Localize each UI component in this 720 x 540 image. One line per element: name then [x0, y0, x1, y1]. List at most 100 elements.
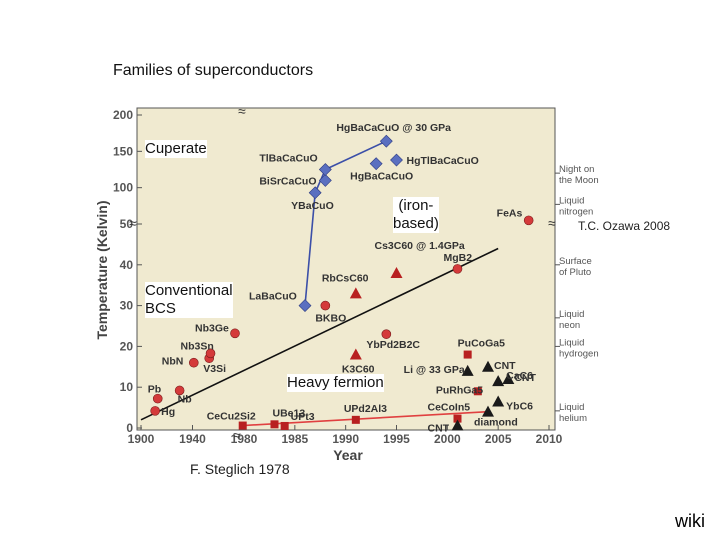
point-nb3sn [205, 348, 216, 359]
point-cac6-label: CaC6 [506, 370, 533, 382]
y-tick-label: 30 [120, 299, 134, 313]
point-cecu2si2 [238, 421, 247, 430]
annotation-heavy-fermion: Heavy fermion [287, 374, 384, 392]
reference-label: Liquid neon [559, 309, 584, 331]
x-tick-label: 1900 [128, 432, 155, 446]
point-tlbacacuo-label: TlBaCaCuO [259, 153, 317, 165]
annotation-cuprate: Cuperate [145, 140, 207, 158]
x-tick-label: 1990 [332, 432, 359, 446]
x-tick-label: 1980 [231, 432, 258, 446]
point-hgbacacuo-30-gpa-label: HgBaCaCuO @ 30 GPa [336, 122, 451, 134]
point-upt3-label: UPt3 [291, 411, 315, 423]
point-mgb2-label: MgB2 [444, 252, 473, 264]
point-cnt-label: CNT [428, 423, 450, 435]
point-cac6 [492, 375, 505, 387]
point-cnt [451, 419, 464, 431]
y-tick-label: 200 [113, 108, 133, 122]
y-tick-label: 10 [120, 380, 134, 394]
point-nb-label: Nb [178, 393, 192, 405]
point-k3c60-label: K3C60 [342, 364, 375, 376]
point-ube13 [270, 420, 279, 429]
credit-ozawa: T.C. Ozawa 2008 [578, 219, 671, 233]
reference-label: Surface of Pluto [559, 256, 592, 278]
point-feas-label: FeAs [497, 207, 523, 219]
point-cecoin5-label: CeCoIn5 [428, 402, 471, 414]
y-tick-label: 20 [120, 339, 134, 353]
point-nb3ge [230, 328, 240, 339]
point-purhga5-label: PuRhGa5 [436, 384, 483, 396]
point-li-33-gpa [461, 364, 474, 376]
slide-title: Families of superconductors [113, 62, 314, 79]
point-hg [150, 406, 160, 416]
point-hg-label: Hg [161, 406, 175, 418]
point-hgtlbacacuo-label: HgTlBaCaCuO [407, 155, 479, 167]
y-tick-label: 150 [113, 144, 133, 158]
point-nbn [188, 357, 199, 368]
point-upt3 [280, 421, 289, 430]
point-feas [523, 215, 534, 226]
reference-label: Liquid nitrogen [559, 195, 593, 217]
point-ybacuo-label: YBaCuO [291, 200, 334, 212]
point-ybacuo [308, 186, 322, 200]
point-ybpd2b2c [381, 329, 392, 339]
point-mgb2 [452, 264, 463, 274]
point-nb3ge-label: Nb3Ge [195, 322, 229, 334]
point-ube13-label: UBe13 [273, 407, 306, 419]
point-cecu2si2-label: CeCu2Si2 [207, 411, 256, 423]
point-li-33-gpa-label: Li @ 33 GPa [404, 364, 465, 376]
point-cnt [482, 360, 494, 372]
x-tick-label: 2000 [434, 432, 461, 446]
point-upd2al3 [351, 415, 360, 424]
annotation-iron-based: (iron- based) [393, 197, 439, 233]
y-tick-label: 100 [113, 181, 133, 195]
point-cs3c60-1-4gpa [390, 266, 403, 278]
point-bisrcacuo [318, 173, 332, 187]
x-tick-label: 1940 [179, 432, 206, 446]
point-purhga5 [473, 387, 482, 396]
point-bisrcacuo-label: BiSrCaCuO [259, 175, 316, 187]
point-labacuo-label: LaBaCuO [249, 291, 297, 303]
point-hgbacacuo-label: HgBaCaCuO [350, 171, 413, 183]
y-tick-label: 0 [126, 421, 133, 435]
axis-break-mark: ≈ [233, 427, 241, 443]
y-tick-label: 40 [120, 258, 134, 272]
reference-label: Liquid hydrogen [559, 337, 599, 359]
axis-break-mark: ≈ [238, 103, 246, 119]
point-bkbo-label: BKBO [315, 313, 346, 325]
point-ybc6 [492, 395, 505, 407]
y-axis-title: Temperature (Kelvin) [94, 201, 110, 340]
point-diamond-label: diamond [474, 417, 518, 429]
point-pb-label: Pb [148, 384, 161, 396]
point-cecoin5 [453, 414, 462, 423]
wiki-link[interactable]: wiki [675, 511, 705, 531]
point-hgbacacuo [369, 157, 383, 171]
point-cnt-label: CNT [494, 360, 516, 372]
point-nbn-label: NbN [162, 356, 184, 368]
y-tick-label: 50 [120, 217, 134, 231]
reference-label: Liquid helium [559, 402, 587, 424]
annotation-conventional-bcs: Conventional BCS [145, 282, 233, 318]
point-v3si-label: V3Si [203, 363, 226, 375]
axis-break-mark: ≈ [129, 215, 137, 231]
x-tick-label: 2010 [536, 432, 563, 446]
axis-break-mark: ≈ [548, 215, 556, 231]
point-pb [152, 393, 163, 404]
point-ybpd2b2c-label: YbPd2B2C [366, 339, 420, 351]
x-tick-label: 1995 [383, 432, 410, 446]
point-rbcsc60-label: RbCsC60 [322, 272, 369, 284]
point-nb [174, 385, 185, 396]
trend-line-conventional [140, 247, 499, 421]
point-rbcsc60 [349, 287, 362, 299]
point-labacuo [298, 299, 312, 313]
credit-steglich: F. Steglich 1978 [190, 461, 290, 477]
x-tick-label: 2005 [485, 432, 512, 446]
reference-label: Night on the Moon [559, 164, 599, 186]
point-nb3sn-label: Nb3Sn [181, 340, 214, 352]
point-diamond [482, 405, 494, 417]
point-cnt-label: CNT [514, 372, 536, 384]
point-upd2al3-label: UPd2Al3 [344, 403, 387, 415]
point-pucoga5-label: PuCoGa5 [458, 338, 505, 350]
point-k3c60 [349, 348, 362, 360]
point-cnt [502, 373, 515, 385]
